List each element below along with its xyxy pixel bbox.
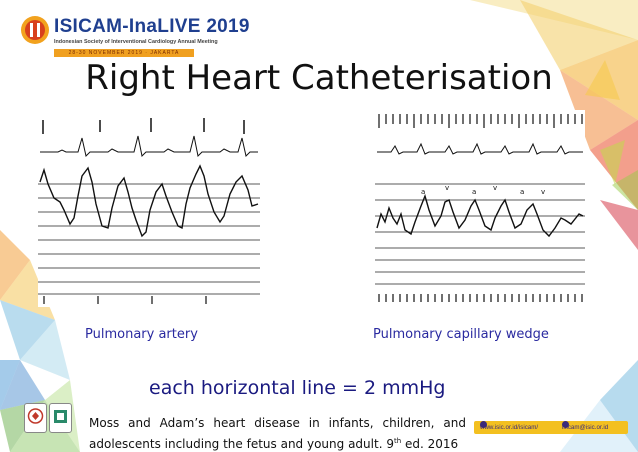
- wave-label-a: a: [520, 188, 524, 196]
- email-icon: [562, 421, 569, 428]
- logo-subtitle: Indonesian Society of Interventional Car…: [54, 39, 218, 45]
- society-badges: [24, 403, 72, 433]
- slide-title: Right Heart Catheterisation: [85, 58, 553, 98]
- scale-note: each horizontal line = 2 mmHg: [149, 377, 446, 399]
- conference-logo: ISICAM-InaLIVE 2019 Indonesian Society o…: [20, 10, 250, 58]
- pulmonary-artery-caption: Pulmonary artery: [85, 327, 198, 342]
- logo-date-banner: 28-30 NOVEMBER 2019 · JAKARTA: [54, 49, 194, 57]
- email-link[interactable]: isicam@isic.or.id: [562, 424, 609, 431]
- wave-label-v: v: [541, 188, 545, 196]
- wave-label-a: a: [421, 188, 425, 196]
- website-link[interactable]: www.isic.or.id/isicam/: [480, 424, 539, 431]
- pulmonary-artery-trace: [38, 112, 260, 307]
- wave-label-v: v: [445, 184, 449, 192]
- web-icon: [480, 421, 487, 428]
- heart-logo-icon: [21, 16, 49, 44]
- logo-wordmark: ISICAM-InaLIVE 2019: [54, 16, 250, 37]
- isic-logo-icon: [49, 403, 72, 433]
- pulmonary-capillary-wedge-caption: Pulmonary capillary wedge: [373, 327, 549, 342]
- society-seal-icon: [24, 403, 47, 433]
- pulmonary-capillary-wedge-trace: a v a v a v: [375, 110, 585, 305]
- contact-footer: www.isic.or.id/isicam/ isicam@isic.or.id: [474, 421, 628, 434]
- reference-citation: Moss and Adam’s heart disease in infants…: [89, 416, 466, 451]
- wave-label-v: v: [493, 184, 497, 192]
- wave-label-a: a: [472, 188, 476, 196]
